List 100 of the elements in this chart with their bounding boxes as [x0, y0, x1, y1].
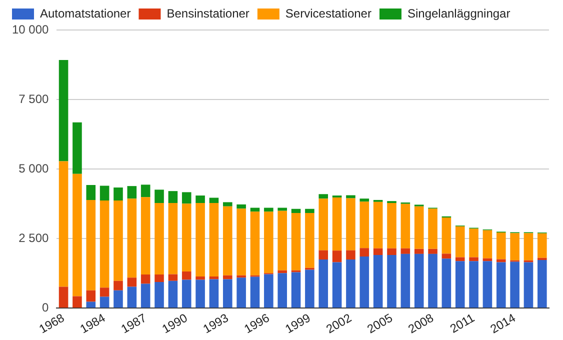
bar: [428, 254, 438, 308]
bar: [72, 174, 82, 296]
bar: [346, 195, 356, 198]
bar: [360, 198, 370, 202]
legend-label: Automatstationer: [40, 6, 131, 20]
bar: [86, 302, 96, 308]
bar: [209, 276, 219, 280]
bar: [209, 279, 219, 308]
bar: [400, 204, 410, 248]
bar: [346, 260, 356, 308]
bar: [318, 250, 328, 260]
bar: [538, 260, 547, 308]
x-tick-label: 2008: [406, 310, 436, 336]
bar: [168, 280, 178, 308]
bar: [114, 200, 123, 281]
bar: [154, 274, 164, 282]
bar: [414, 254, 424, 308]
bar: [360, 202, 370, 248]
bar: [196, 196, 205, 204]
bar: [100, 296, 110, 308]
bar: [114, 280, 123, 290]
bar: [442, 258, 452, 308]
bar: [278, 208, 287, 211]
bar: [278, 270, 287, 274]
bar: [496, 259, 506, 262]
bar: [154, 282, 164, 308]
x-tick-label: 1999: [282, 310, 314, 336]
legend-label: Servicestationer: [285, 6, 372, 20]
bar: [318, 194, 328, 199]
bar: [318, 198, 328, 250]
bar: [264, 212, 274, 274]
bar: [100, 288, 110, 297]
legend-label: Bensinstationer: [166, 6, 250, 20]
bar: [332, 250, 342, 262]
bar: [510, 262, 520, 308]
bar: [100, 186, 110, 201]
bar: [127, 286, 137, 308]
bar: [236, 204, 246, 209]
bar: [305, 270, 314, 308]
bar: [387, 203, 396, 248]
bar: [346, 198, 356, 250]
bar: [264, 274, 274, 308]
x-tick-label: 1996: [242, 310, 272, 336]
bar: [114, 187, 123, 201]
bar: [236, 278, 246, 308]
bar: [482, 261, 492, 308]
y-tick-label: 2 500: [18, 230, 50, 245]
bar: [236, 275, 246, 278]
bar: [387, 248, 396, 256]
bar: [154, 190, 164, 204]
bar: [538, 233, 547, 258]
bar: [127, 186, 137, 199]
bar: [414, 206, 424, 249]
bar: [72, 296, 82, 308]
bar: [264, 208, 274, 212]
bar: [524, 233, 534, 260]
bar: [58, 60, 68, 162]
bar: [469, 228, 478, 258]
bar: [58, 161, 68, 287]
bar: [469, 257, 478, 262]
bar: [455, 226, 465, 258]
bar: [538, 258, 547, 260]
bar: [373, 255, 383, 308]
bar: [209, 203, 219, 276]
bar: [360, 248, 370, 256]
bar: [140, 197, 150, 275]
bar: [196, 280, 205, 308]
y-tick-label: 7 500: [18, 92, 50, 106]
bar: [278, 273, 287, 308]
x-tick-label: 2005: [364, 310, 396, 336]
bar: [154, 203, 164, 275]
bar: [100, 200, 110, 288]
bar: [196, 203, 205, 276]
bar: [332, 262, 342, 308]
bar: [114, 290, 123, 308]
bar: [360, 256, 370, 308]
bar: [236, 208, 246, 276]
y-tick-label: 10 000: [12, 22, 50, 36]
bar: [414, 248, 424, 254]
bar: [318, 260, 328, 308]
bar: [196, 276, 205, 280]
bar: [182, 280, 192, 308]
bar: [222, 275, 232, 280]
bar: [346, 250, 356, 260]
x-tick-label: 1987: [118, 310, 150, 336]
bar: [496, 232, 506, 260]
bar: [182, 192, 192, 204]
bar: [222, 202, 232, 206]
bar: [305, 208, 314, 214]
x-tick-label: 1984: [78, 310, 108, 336]
bar: [496, 262, 506, 308]
bar: [72, 122, 82, 174]
bar: [387, 255, 396, 308]
bar: [373, 202, 383, 248]
bar: [442, 254, 452, 259]
x-tick-label: 1993: [200, 310, 232, 336]
bar: [291, 208, 301, 214]
bar: [58, 286, 68, 308]
bar: [222, 206, 232, 276]
bar: [400, 248, 410, 254]
